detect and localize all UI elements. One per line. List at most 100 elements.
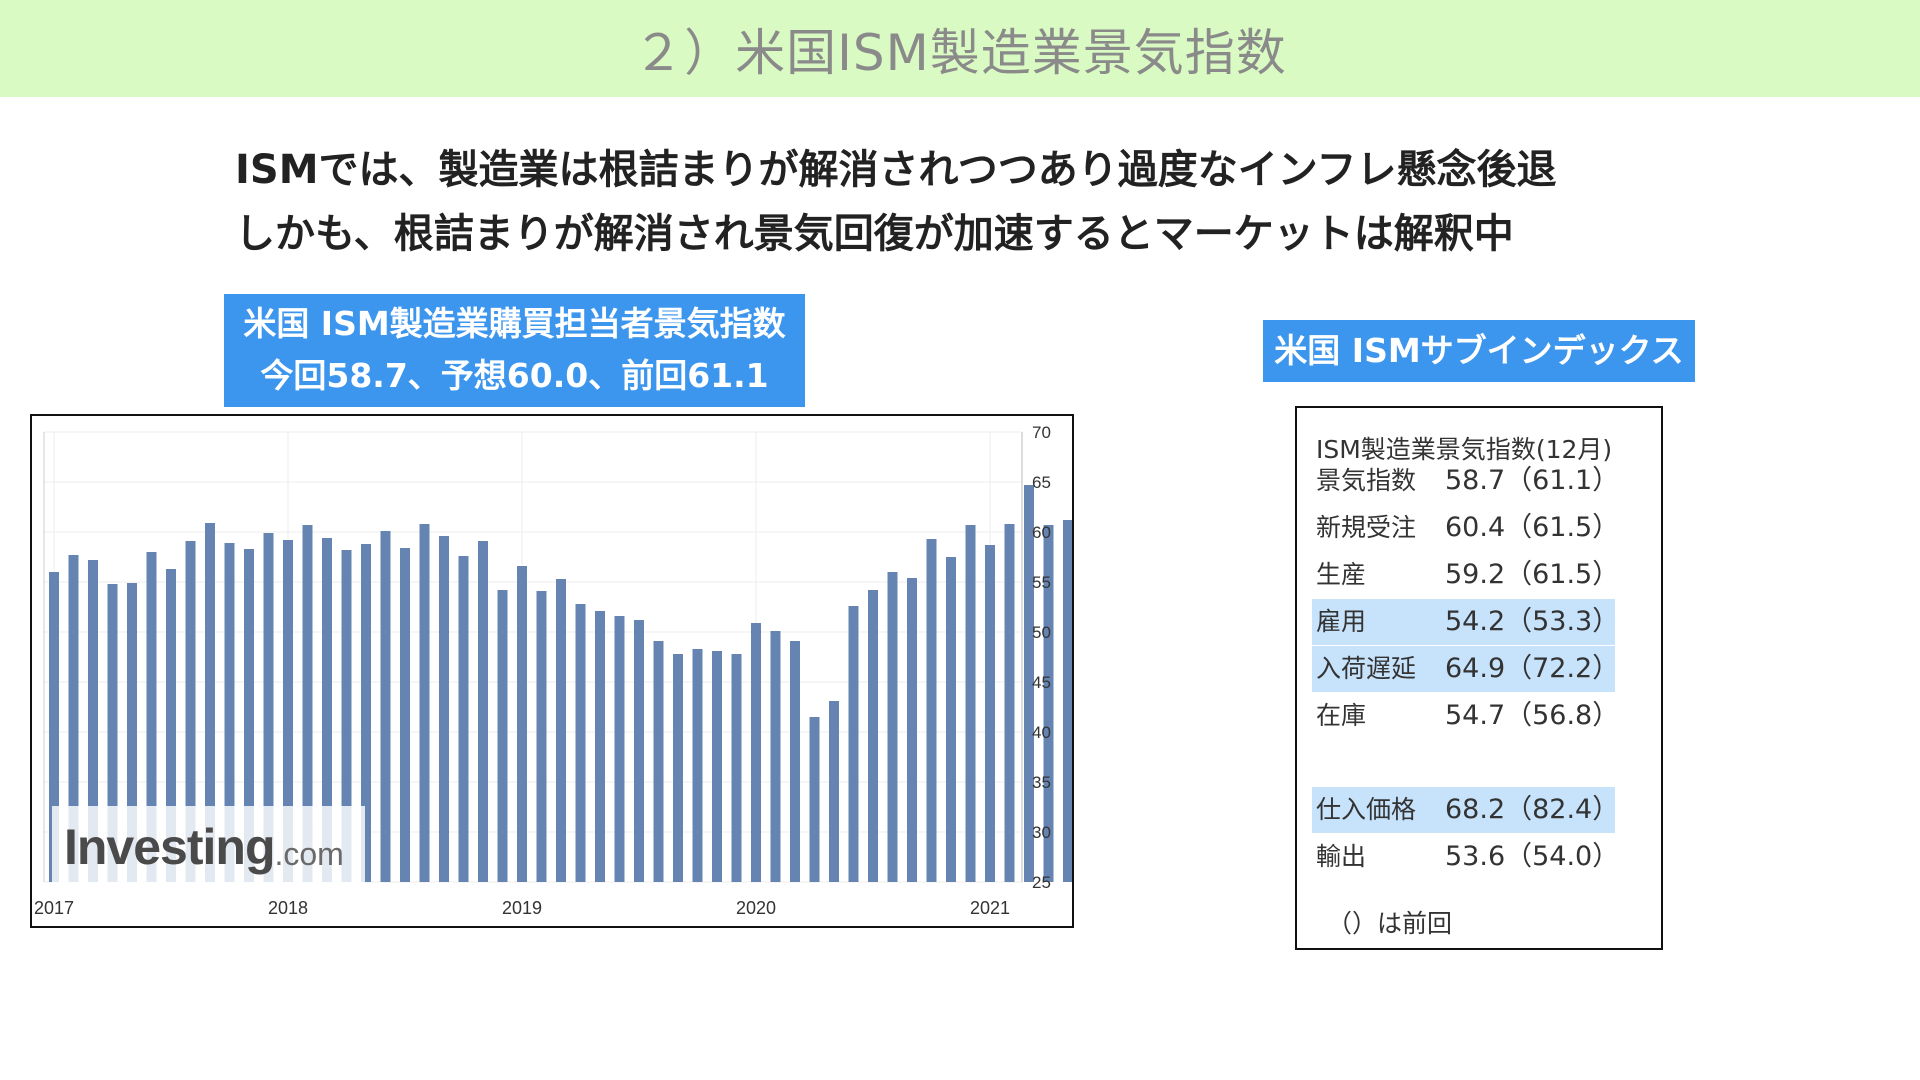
ism-chart-svg: 25 30 35 40 45 50 55 60 65 70 2017 2018 2019 2020 2021…: [34, 423, 1072, 918]
x-tick-label: 2021: [970, 898, 1010, 918]
chart-bar: [380, 531, 391, 882]
chart-bar: [302, 525, 313, 882]
chart-bar: [49, 572, 59, 882]
row-value: 59.2（61.5）: [1445, 559, 1620, 590]
row-label: 景気指数: [1316, 466, 1417, 495]
chart-bar: [712, 651, 722, 882]
row-value: 60.4（61.5）: [1445, 512, 1620, 543]
y-tick-label: 25: [1032, 873, 1051, 892]
chart-bar: [283, 540, 293, 882]
headline-line-1: ISMでは、製造業は根詰まりが解消されつつあり過度なインフレ懸念後退: [235, 147, 1557, 193]
row-value: 53.6（54.0）: [1445, 841, 1620, 872]
slide-title-bar: ２）米国ISM製造業景気指数: [0, 0, 1920, 97]
chart-bar: [127, 583, 137, 882]
y-tick-label: 35: [1032, 773, 1051, 792]
row-value: 64.9（72.2）: [1445, 653, 1620, 684]
chart-bar: [439, 536, 449, 882]
chart-bar: [185, 541, 196, 882]
y-tick-label: 45: [1032, 673, 1051, 692]
y-tick-label: 65: [1032, 473, 1051, 492]
chart-bar: [770, 631, 781, 882]
sub-table-row: 景気指数 58.7（61.1）: [1312, 458, 1619, 504]
chart-bar: [419, 524, 430, 882]
chart-bar: [946, 557, 956, 882]
chart-bar: [322, 538, 332, 882]
chart-bar: [653, 641, 664, 882]
sub-index-label: 米国 ISMサブインデックス: [1263, 320, 1695, 382]
chart-bar: [536, 591, 547, 882]
chart-bar: [88, 560, 98, 882]
x-tick-label: 2017: [34, 898, 74, 918]
chart-bar: [1004, 524, 1015, 882]
chart-bar: [848, 606, 859, 882]
sub-table-row: 雇用 54.2（53.3）: [1312, 599, 1620, 645]
chart-bar: [517, 566, 527, 882]
chart-bar: [458, 556, 469, 882]
chart-bar: [985, 545, 995, 882]
watermark-brand: Investing: [64, 819, 275, 875]
chart-bar: [341, 550, 352, 882]
chart-bar: [790, 641, 800, 882]
sub-table-header: ISM製造業景気指数(12月): [1316, 435, 1613, 464]
sub-table-row: 新規受注 60.4（61.5）: [1312, 505, 1620, 551]
chart-bar: [731, 654, 742, 882]
chart-bar: [224, 543, 235, 882]
investing-watermark: Investing .com: [52, 806, 365, 888]
y-tick-label: 55: [1032, 573, 1051, 592]
y-tick-label: 70: [1032, 423, 1051, 442]
row-value: 54.2（53.3）: [1445, 606, 1620, 637]
chart-bar: [146, 552, 157, 882]
chart-bar: [595, 611, 605, 882]
chart-bar: [478, 541, 488, 882]
chart-bar: [205, 523, 215, 882]
chart-bar: [965, 525, 976, 882]
y-tick-label: 40: [1032, 723, 1051, 742]
chart-bar: [926, 539, 937, 882]
chart-bar: [692, 649, 703, 882]
chart-bar: [556, 579, 566, 882]
chart-bar: [751, 623, 761, 882]
row-value: 68.2（82.4）: [1445, 794, 1620, 825]
chart-bar: [614, 616, 625, 882]
sub-table-row: 生産 59.2（61.5）: [1312, 552, 1620, 598]
sub-table-row: 仕入価格 68.2（82.4）: [1312, 787, 1620, 833]
sub-table-row: 在庫 54.7（56.8）: [1312, 693, 1619, 739]
sub-table-note: （）は前回: [1327, 909, 1453, 938]
chart-bar: [809, 717, 820, 882]
chart-bar: [673, 654, 683, 882]
row-label: 新規受注: [1316, 513, 1417, 542]
y-tick-label: 50: [1032, 623, 1051, 642]
chart-bar: [263, 533, 274, 882]
chart-bar: [1063, 520, 1072, 882]
headline-line-2: しかも、根詰まりが解消され景気回復が加速するとマーケットは解釈中: [235, 211, 1514, 257]
y-tick-label: 60: [1032, 523, 1051, 542]
chart-label-line-1: 米国 ISM製造業購買担当者景気指数: [243, 304, 786, 343]
row-label: 入荷遅延: [1316, 654, 1417, 683]
chart-bar: [166, 569, 176, 882]
chart-bar: [907, 578, 917, 882]
chart-bar: [887, 572, 898, 882]
x-tick-label: 2018: [268, 898, 308, 918]
x-tick-label: 2020: [736, 898, 776, 918]
chart-bar: [634, 620, 644, 882]
sub-table-row: 輸出 53.6（54.0）: [1312, 834, 1620, 880]
chart-bar: [1024, 485, 1034, 882]
y-tick-label: 30: [1032, 823, 1051, 842]
chart-label-line-2: 今回58.7、予想60.0、前回61.1: [260, 356, 769, 395]
chart-bar: [400, 548, 410, 882]
sub-index-table: ISM製造業景気指数(12月) 景気指数 58.7（61.1） 新規受注 60.…: [1295, 406, 1663, 950]
row-label: 輸出: [1316, 842, 1367, 871]
row-label: 仕入価格: [1316, 795, 1417, 824]
row-label: 生産: [1316, 560, 1367, 589]
chart-bar: [575, 604, 586, 882]
slide-title: ２）米国ISM製造業景気指数: [633, 23, 1287, 82]
chart-bar: [244, 549, 254, 882]
chart-bar: [107, 584, 118, 882]
x-tick-label: 2019: [502, 898, 542, 918]
chart-bar: [868, 590, 878, 882]
chart-label: 米国 ISM製造業購買担当者景気指数 今回58.7、予想60.0、前回61.1: [224, 294, 805, 407]
chart-bar: [497, 590, 508, 882]
chart-bar: [829, 701, 839, 882]
row-label: 在庫: [1316, 701, 1367, 730]
chart-bar: [361, 544, 371, 882]
